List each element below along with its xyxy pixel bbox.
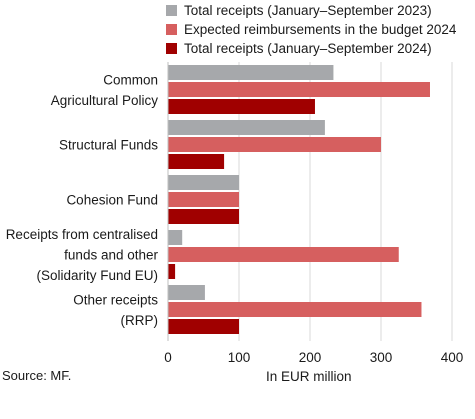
bar xyxy=(168,137,381,152)
bar xyxy=(168,247,399,262)
bar xyxy=(168,120,325,135)
bar xyxy=(168,285,205,300)
x-tick-label: 400 xyxy=(441,350,464,365)
legend: Total receipts (January–September 2023) … xyxy=(166,1,456,58)
legend-item: Total receipts (January–September 2023) xyxy=(166,1,456,20)
legend-item: Total receipts (January–September 2024) xyxy=(166,39,456,58)
source-note: Source: MF. xyxy=(2,368,72,383)
x-tick-label: 200 xyxy=(299,350,322,365)
category-label: (Solidarity Fund EU) xyxy=(36,268,158,283)
legend-swatch xyxy=(166,5,177,16)
bar xyxy=(168,175,239,190)
legend-item: Expected reimbursements in the budget 20… xyxy=(166,20,456,39)
legend-label: Total receipts (January–September 2024) xyxy=(184,41,432,56)
category-label: funds and other xyxy=(64,248,158,263)
category-label: (RRP) xyxy=(121,313,159,328)
bar xyxy=(168,230,183,245)
legend-label: Expected reimbursements in the budget 20… xyxy=(184,22,457,37)
bar xyxy=(168,264,176,279)
x-tick-label: 0 xyxy=(164,350,172,365)
bar xyxy=(168,192,239,207)
bar xyxy=(168,302,422,317)
category-label: Receipts from centralised xyxy=(6,227,158,242)
x-axis-label: In EUR million xyxy=(266,369,352,384)
category-label: Other receipts xyxy=(73,292,158,307)
category-label: Cohesion Fund xyxy=(66,193,158,208)
bar xyxy=(168,209,239,224)
category-label: Agricultural Policy xyxy=(51,93,159,108)
legend-swatch xyxy=(166,24,177,35)
bar xyxy=(168,319,239,334)
category-label: Structural Funds xyxy=(59,138,158,153)
legend-swatch xyxy=(166,43,177,54)
bar xyxy=(168,65,334,80)
x-tick-label: 100 xyxy=(228,350,251,365)
x-tick-label: 300 xyxy=(370,350,393,365)
legend-label: Total receipts (January–September 2023) xyxy=(184,3,432,18)
category-label: Common xyxy=(103,72,158,87)
bar xyxy=(168,99,315,114)
bar xyxy=(168,82,430,97)
bar xyxy=(168,154,225,169)
